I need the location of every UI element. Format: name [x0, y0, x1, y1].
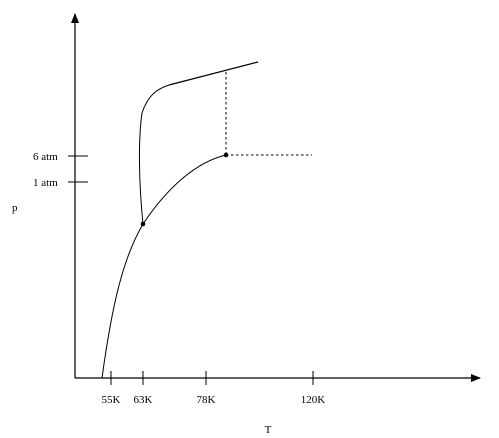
vapor-pressure-curve	[101, 154, 227, 379]
upper-boundary-line	[168, 61, 259, 86]
y-axis-label: p	[12, 202, 18, 214]
x-tick-label-120k: 120K	[301, 394, 326, 406]
x-axis-label: T	[265, 424, 272, 436]
y-tick-label-1atm: 1 atm	[33, 177, 58, 189]
upper-boundary-curve	[138, 84, 170, 225]
x-tick-label-55k: 55K	[102, 394, 121, 406]
x-tick-label-78k: 78K	[197, 394, 216, 406]
y-tick-label-6atm: 6 atm	[33, 151, 58, 163]
critical-point-dot	[223, 152, 229, 158]
x-tick-label-63k: 63K	[134, 394, 153, 406]
triple-point-dot	[140, 221, 146, 227]
